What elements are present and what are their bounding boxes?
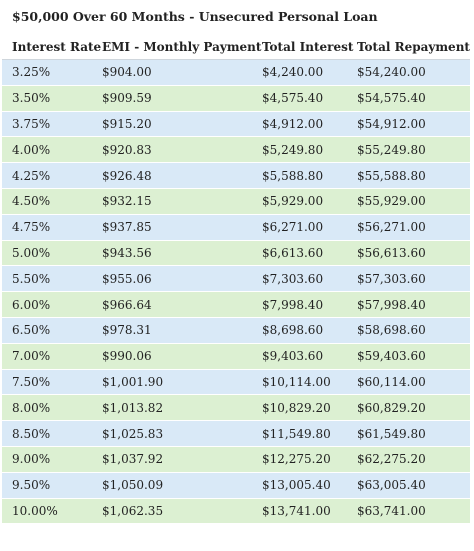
cell-interest-rate: 7.50%	[2, 369, 92, 396]
cell-emi: $1,050.09	[92, 472, 252, 499]
cell-total-interest: $5,588.80	[252, 162, 347, 189]
cell-emi: $1,013.82	[92, 394, 252, 422]
table-row: 6.50% $978.31 $8,698.60 $58,698.60	[2, 317, 470, 344]
cell-total-interest: $5,249.80	[252, 136, 347, 164]
cell-interest-rate: 4.25%	[2, 162, 92, 189]
cell-total-repayment: $55,588.80	[347, 162, 470, 189]
cell-total-repayment: $63,005.40	[347, 472, 470, 499]
table-row: 5.00% $943.56 $6,613.60 $56,613.60	[2, 240, 470, 267]
table-row: 4.00% $920.83 $5,249.80 $55,249.80	[2, 136, 470, 164]
cell-emi: $937.85	[92, 214, 252, 241]
cell-emi: $915.20	[92, 111, 252, 138]
cell-total-interest: $12,275.20	[252, 446, 347, 473]
cell-interest-rate: 5.50%	[2, 265, 92, 293]
cell-interest-rate: 4.50%	[2, 188, 92, 215]
cell-emi: $932.15	[92, 188, 252, 215]
table-row: 8.00% $1,013.82 $10,829.20 $60,829.20	[2, 394, 470, 422]
cell-total-interest: $10,829.20	[252, 394, 347, 422]
header-interest-rate: Interest Rate	[2, 34, 101, 60]
cell-emi: $1,037.92	[92, 446, 252, 473]
cell-emi: $1,001.90	[92, 369, 252, 396]
cell-total-repayment: $57,303.60	[347, 265, 470, 293]
header-total-interest: Total Interest	[252, 34, 353, 60]
cell-total-interest: $8,698.60	[252, 317, 347, 344]
cell-total-interest: $9,403.60	[252, 343, 347, 370]
cell-total-repayment: $54,575.40	[347, 85, 470, 112]
table-row: 5.50% $955.06 $7,303.60 $57,303.60	[2, 265, 470, 293]
cell-emi: $943.56	[92, 240, 252, 267]
cell-total-interest: $7,303.60	[252, 265, 347, 293]
cell-emi: $955.06	[92, 265, 252, 293]
cell-emi: $920.83	[92, 136, 252, 164]
table-row: 3.50% $909.59 $4,575.40 $54,575.40	[2, 85, 470, 112]
header-row: Interest Rate EMI - Monthly Payment Tota…	[2, 34, 470, 60]
cell-total-interest: $6,613.60	[252, 240, 347, 267]
cell-interest-rate: 3.75%	[2, 111, 92, 138]
cell-total-interest: $10,114.00	[252, 369, 347, 396]
table-row: 9.50% $1,050.09 $13,005.40 $63,005.40	[2, 472, 470, 499]
cell-interest-rate: 8.00%	[2, 394, 92, 422]
table-row: 6.00% $966.64 $7,998.40 $57,998.40	[2, 291, 470, 318]
cell-emi: $966.64	[92, 291, 252, 318]
cell-interest-rate: 3.50%	[2, 85, 92, 112]
cell-total-repayment: $56,271.00	[347, 214, 470, 241]
cell-interest-rate: 3.25%	[2, 59, 92, 86]
cell-total-repayment: $62,275.20	[347, 446, 470, 473]
cell-total-repayment: $56,613.60	[347, 240, 470, 267]
table-row: 8.50% $1,025.83 $11,549.80 $61,549.80	[2, 420, 470, 447]
cell-emi: $1,062.35	[92, 498, 252, 525]
cell-total-interest: $6,271.00	[252, 214, 347, 241]
cell-total-interest: $5,929.00	[252, 188, 347, 215]
table-row: 10.00% $1,062.35 $13,741.00 $63,741.00	[2, 498, 470, 525]
cell-interest-rate: 9.00%	[2, 446, 92, 473]
cell-total-repayment: $57,998.40	[347, 291, 470, 318]
table-row: 3.25% $904.00 $4,240.00 $54,240.00	[2, 59, 470, 86]
cell-total-interest: $11,549.80	[252, 420, 347, 447]
cell-interest-rate: 9.50%	[2, 472, 92, 499]
cell-total-interest: $4,575.40	[252, 85, 347, 112]
cell-total-repayment: $55,249.80	[347, 136, 470, 164]
cell-total-repayment: $60,114.00	[347, 369, 470, 396]
header-emi-monthly-payment: EMI - Monthly Payment	[92, 34, 261, 60]
table-row: 7.50% $1,001.90 $10,114.00 $60,114.00	[2, 369, 470, 396]
cell-total-interest: $4,912.00	[252, 111, 347, 138]
cell-interest-rate: 5.00%	[2, 240, 92, 267]
cell-total-repayment: $55,929.00	[347, 188, 470, 215]
cell-emi: $904.00	[92, 59, 252, 86]
cell-total-interest: $4,240.00	[252, 59, 347, 86]
cell-total-repayment: $63,741.00	[347, 498, 470, 525]
table-row: 3.75% $915.20 $4,912.00 $54,912.00	[2, 111, 470, 138]
table-caption: $50,000 Over 60 Months - Unsecured Perso…	[12, 9, 378, 24]
cell-total-repayment: $59,403.60	[347, 343, 470, 370]
cell-emi: $990.06	[92, 343, 252, 370]
cell-interest-rate: 10.00%	[2, 498, 92, 525]
table-row: 9.00% $1,037.92 $12,275.20 $62,275.20	[2, 446, 470, 473]
cell-total-repayment: $61,549.80	[347, 420, 470, 447]
cell-interest-rate: 7.00%	[2, 343, 92, 370]
cell-total-repayment: $58,698.60	[347, 317, 470, 344]
cell-emi: $926.48	[92, 162, 252, 189]
cell-emi: $978.31	[92, 317, 252, 344]
cell-total-interest: $13,005.40	[252, 472, 347, 499]
cell-emi: $909.59	[92, 85, 252, 112]
cell-total-interest: $13,741.00	[252, 498, 347, 525]
cell-total-repayment: $60,829.20	[347, 394, 470, 422]
header-total-repayment: Total Repayment	[347, 34, 470, 60]
cell-interest-rate: 8.50%	[2, 420, 92, 447]
cell-interest-rate: 6.00%	[2, 291, 92, 318]
cell-interest-rate: 4.00%	[2, 136, 92, 164]
cell-interest-rate: 6.50%	[2, 317, 92, 344]
cell-emi: $1,025.83	[92, 420, 252, 447]
table-row: 7.00% $990.06 $9,403.60 $59,403.60	[2, 343, 470, 370]
table-body: 3.25% $904.00 $4,240.00 $54,240.00 3.50% $909…	[2, 59, 470, 525]
cell-interest-rate: 4.75%	[2, 214, 92, 241]
loan-table: Interest Rate EMI - Monthly Payment Tota…	[2, 34, 470, 525]
table-row: 4.25% $926.48 $5,588.80 $55,588.80	[2, 162, 470, 189]
cell-total-repayment: $54,240.00	[347, 59, 470, 86]
cell-total-interest: $7,998.40	[252, 291, 347, 318]
table-row: 4.50% $932.15 $5,929.00 $55,929.00	[2, 188, 470, 215]
table-row: 4.75% $937.85 $6,271.00 $56,271.00	[2, 214, 470, 241]
cell-total-repayment: $54,912.00	[347, 111, 470, 138]
